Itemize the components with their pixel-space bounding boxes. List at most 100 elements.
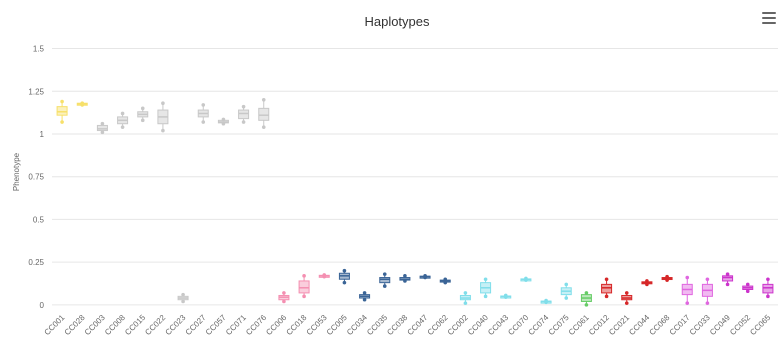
max-marker [584, 291, 589, 295]
min-marker [705, 301, 710, 305]
x-tick-label: CC043 [486, 313, 510, 337]
x-tick-label: CC012 [587, 313, 611, 337]
box-cc006[interactable] [278, 291, 290, 304]
min-marker [60, 120, 64, 124]
box-cc062[interactable] [439, 277, 451, 285]
gridlines [52, 48, 778, 306]
box-cc021[interactable] [621, 291, 633, 305]
x-tick-label: CC008 [103, 313, 127, 337]
box-cc028[interactable] [76, 101, 88, 107]
box-cc065[interactable] [762, 277, 774, 299]
box-cc076[interactable] [258, 98, 270, 129]
min-marker [443, 280, 448, 285]
x-tick-label: CC038 [385, 313, 409, 337]
min-marker [282, 299, 286, 304]
max-marker [261, 98, 266, 102]
box-cc052[interactable] [742, 282, 754, 294]
max-marker [665, 274, 669, 279]
y-tick-label: 1.25 [28, 87, 44, 96]
max-marker [140, 106, 145, 111]
x-tick-label: CC052 [728, 313, 752, 337]
min-marker [685, 301, 690, 305]
min-marker [362, 297, 367, 302]
min-marker [140, 118, 145, 123]
x-tick-label: CC001 [43, 313, 67, 337]
box-cc015[interactable] [137, 106, 149, 123]
box-cc033[interactable] [701, 277, 713, 305]
box-cc022[interactable] [157, 101, 169, 133]
chart-menu-icon[interactable] [762, 12, 776, 24]
min-marker [766, 294, 770, 299]
max-marker [100, 121, 105, 126]
x-tick-label: CC061 [567, 313, 591, 337]
max-marker [403, 274, 407, 278]
y-tick-label: 1 [40, 130, 45, 139]
box-cc005[interactable] [338, 268, 350, 285]
box-cc035[interactable] [379, 272, 391, 288]
box-cc001[interactable] [56, 99, 68, 124]
menu-bar [762, 17, 776, 19]
box-cc043[interactable] [500, 293, 512, 299]
box-iqr [762, 283, 774, 294]
min-marker [524, 278, 528, 282]
x-tick-label: CC074 [527, 313, 551, 337]
max-marker [685, 275, 690, 280]
max-marker [241, 104, 246, 109]
x-tick-label: CC076 [244, 313, 268, 337]
x-tick-label: CC065 [748, 313, 772, 337]
min-marker [503, 295, 508, 299]
box-cc034[interactable] [359, 291, 371, 302]
min-marker [241, 120, 246, 124]
box-cc018[interactable] [298, 274, 310, 299]
min-marker [302, 294, 306, 299]
min-marker [604, 294, 609, 299]
box-cc017[interactable] [681, 275, 693, 305]
box-cc012[interactable] [601, 277, 613, 299]
max-marker [201, 103, 206, 107]
min-marker [322, 274, 327, 279]
min-marker [201, 120, 206, 124]
box-cc053[interactable] [318, 273, 330, 279]
max-marker [624, 291, 629, 295]
box-cc008[interactable] [117, 111, 129, 129]
max-marker [705, 277, 710, 282]
max-marker [564, 282, 569, 287]
x-tick-label: CC071 [224, 313, 248, 337]
box-cc044[interactable] [641, 279, 653, 287]
max-marker [725, 272, 730, 276]
y-tick-label: 0.25 [28, 258, 44, 267]
box-cc023[interactable] [177, 292, 189, 304]
box-cc061[interactable] [580, 291, 592, 307]
box-cc002[interactable] [459, 291, 471, 305]
max-marker [382, 272, 387, 276]
box-cc074[interactable] [540, 298, 552, 305]
x-tick-label: CC002 [446, 313, 470, 337]
box-cc070[interactable] [520, 276, 532, 282]
box-iqr [722, 275, 734, 282]
box-cc071[interactable] [238, 104, 250, 124]
box-cc047[interactable] [419, 274, 431, 280]
box-cc049[interactable] [722, 272, 734, 287]
max-marker [362, 291, 367, 295]
x-tick-label: CC028 [63, 313, 87, 337]
x-tick-label: CC068 [648, 313, 672, 337]
box-iqr [601, 283, 613, 294]
max-marker [161, 101, 165, 106]
min-marker [745, 289, 750, 294]
max-marker [120, 111, 125, 116]
y-axis-label: Phenotype [12, 152, 21, 191]
box-cc068[interactable] [661, 274, 673, 282]
menu-bar [762, 22, 776, 24]
box-cc040[interactable] [480, 277, 492, 299]
y-axis-ticks: 0 0.25 0.5 0.75 1 1.25 1.5 [28, 45, 44, 310]
box-cc027[interactable] [197, 103, 209, 124]
x-tick-label: CC027 [184, 313, 208, 337]
box-cc057[interactable] [217, 117, 229, 126]
x-tick-label: CC053 [305, 313, 329, 337]
max-marker [645, 279, 649, 283]
box-cc075[interactable] [560, 282, 572, 300]
box-cc038[interactable] [399, 274, 411, 283]
box-cc003[interactable] [96, 121, 108, 135]
min-marker [624, 301, 629, 305]
